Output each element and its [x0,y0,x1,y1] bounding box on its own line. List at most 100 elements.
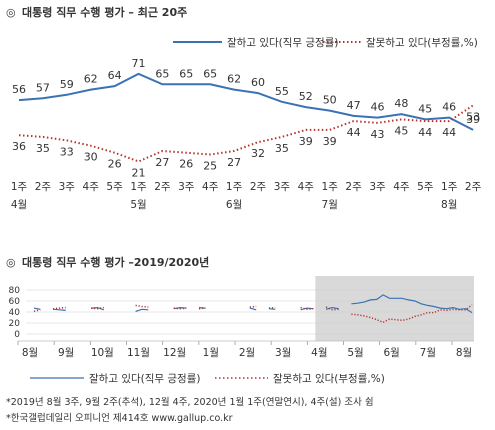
chart1-data-label-disapprove: 43 [371,128,385,141]
chart1-x-tick-label: 5주 [106,181,123,193]
chart1-x-tick-label: 1주 [226,181,243,193]
footnote-1: *2019년 8월 3주, 9월 2주(추석), 12월 4주, 2020년 1… [6,396,374,408]
chart2-y-tick-label: 0 [14,330,20,340]
chart2-series-approve-line [351,294,473,314]
chart1-x-tick-label: 2주 [35,181,52,193]
chart2-series-disapprove-line [249,305,257,308]
chart2-legend: 잘하고 있다(직무 긍정률) 잘못하고 있다(부정률,%) [30,372,385,385]
chart2-series-approve-line [268,308,276,310]
chart2-series-approve-line [33,307,41,310]
chart1-data-label-approve: 64 [108,69,122,82]
legend1-approve-label: 잘하고 있다(직무 긍정률) [227,36,338,49]
chart2-title-mark: ◎ [6,256,16,269]
chart1-data-label-disapprove: 27 [227,156,241,169]
chart1-data-label-approve: 50 [323,94,337,107]
chart1-data-label-approve: 65 [179,67,193,80]
chart1-x-tick-label: 4주 [202,181,219,193]
chart1-x-tick-label: 3주 [274,181,291,193]
chart1-x-tick-label: 4주 [298,181,315,193]
chart2-series-approve-line [249,307,257,311]
chart2-x-tick-label: 6월 [383,347,399,359]
chart2-x-tick-label: 5월 [347,347,363,359]
legend2-disapprove-label: 잘못하고 있다(부정률,%) [273,372,385,385]
chart2-x-tick-label: 2월 [239,347,255,359]
chart2-title: 대통령 직무 수행 평가 –2019/2020년 [22,255,209,269]
chart1-x-tick-label: 2주 [345,181,362,193]
chart2-x-tick-label: 3월 [275,347,291,359]
legend1-disapprove-label: 잘못하고 있다(부정률,%) [366,36,478,49]
chart2-x-tick-label: 10월 [91,347,114,359]
chart1-x-tick-label: 2주 [465,181,482,193]
chart1-x-tick-label: 5주 [417,181,434,193]
chart2-series-disapprove-line [33,309,41,313]
chart1-data-label-approve: 47 [347,99,361,112]
chart1-data-label-approve: 59 [60,78,74,91]
legend2-approve-label: 잘하고 있다(직무 긍정률) [89,372,200,385]
chart2-x-tick-label: 1월 [203,347,219,359]
chart1-plot: 56 57 59 62 64 71 65 65 65 62 60 55 52 50 47 46 48 45 46 39… [11,57,482,211]
chart2-y-tick-label: 80 [9,286,21,296]
chart2-series-disapprove-line [173,307,187,310]
chart1-data-label-disapprove: 26 [179,158,193,171]
chart1-x-tick-label: 2주 [154,181,171,193]
chart1-data-label-disapprove: 33 [60,145,74,158]
chart1-legend: 잘하고 있다(직무 긍정률) 잘못하고 있다(부정률,%) [173,36,478,49]
chart1-x-tick-label: 3주 [178,181,195,193]
chart2-x-tick-label: 8월 [22,347,38,359]
chart2-series-approve-line [300,307,314,311]
chart2-series-disapprove-line [268,306,276,309]
chart1-x-tick-label: 4주 [83,181,100,193]
chart1-x-tick-label: 1주 [11,181,28,193]
chart1-data-label-approve: 46 [371,101,385,114]
chart1-data-label-approve: 57 [36,81,50,94]
chart1-data-label-approve: 46 [442,101,456,114]
chart2-x-tick-label: 4월 [311,347,327,359]
chart1-data-label-disapprove: 25 [203,159,217,172]
chart1-month-label: 8월 [441,199,457,211]
chart2-series-disapprove-line [198,307,206,310]
chart1-x-tick-label: 1주 [130,181,147,193]
chart1-data-label-disapprove: 45 [394,124,408,137]
chart1-month-label: 6월 [226,199,242,211]
chart1-data-label-approve: 45 [418,102,432,115]
chart2-x-tick-label: 12월 [163,347,186,359]
chart1-data-label-approve: 62 [84,73,98,86]
chart2-x-tick-label: 8월 [456,347,472,359]
chart1-data-label-disapprove: 44 [442,126,456,139]
chart1-data-label-approve: 52 [299,90,313,103]
chart2-series-approve-line [135,308,149,312]
chart2-y-tick-label: 20 [9,319,21,329]
chart1-data-label-disapprove: 35 [36,142,50,155]
chart1-data-label-disapprove: 32 [251,147,265,160]
chart2-series-disapprove-line [135,304,149,308]
chart1-data-label-approve: 55 [275,85,289,98]
chart1-data-label-approve: 71 [132,57,146,70]
chart2-y-tick-label: 60 [9,297,21,307]
chart1-data-label-disapprove: 53 [466,110,480,123]
chart1-data-label-disapprove: 44 [347,126,361,139]
chart1-month-label: 4월 [11,199,27,211]
chart1-series-approve-line [18,72,474,131]
chart2-series-disapprove-line [52,306,66,310]
chart2-series-disapprove-line [91,306,104,310]
footnote-2: *한국갤럽데일리 오피니언 제414호 www.gallup.co.kr [6,412,233,424]
chart1-x-tick-label: 3주 [59,181,76,193]
chart1-x-tick-label: 1주 [441,181,458,193]
chart1-month-label: 5월 [130,199,146,211]
chart1-data-label-approve: 39 [466,113,480,126]
chart2-series-approve-line [173,306,187,310]
chart1-data-label-approve: 62 [227,73,241,86]
chart1-data-label-disapprove: 26 [108,158,122,171]
chart1-data-label-disapprove: 35 [275,142,289,155]
chart1-x-tick-label: 2주 [250,181,267,193]
chart2-series-approve-line [52,308,66,311]
chart1-data-label-approve: 65 [155,67,169,80]
chart1-data-label-disapprove: 21 [132,166,146,179]
chart1-data-label-approve: 60 [251,76,265,89]
chart1-data-label-disapprove: 36 [12,140,26,153]
chart1-series-disapprove-line [18,104,474,163]
chart2-series-approve-line [91,306,104,311]
chart1-x-tick-label: 1주 [322,181,339,193]
